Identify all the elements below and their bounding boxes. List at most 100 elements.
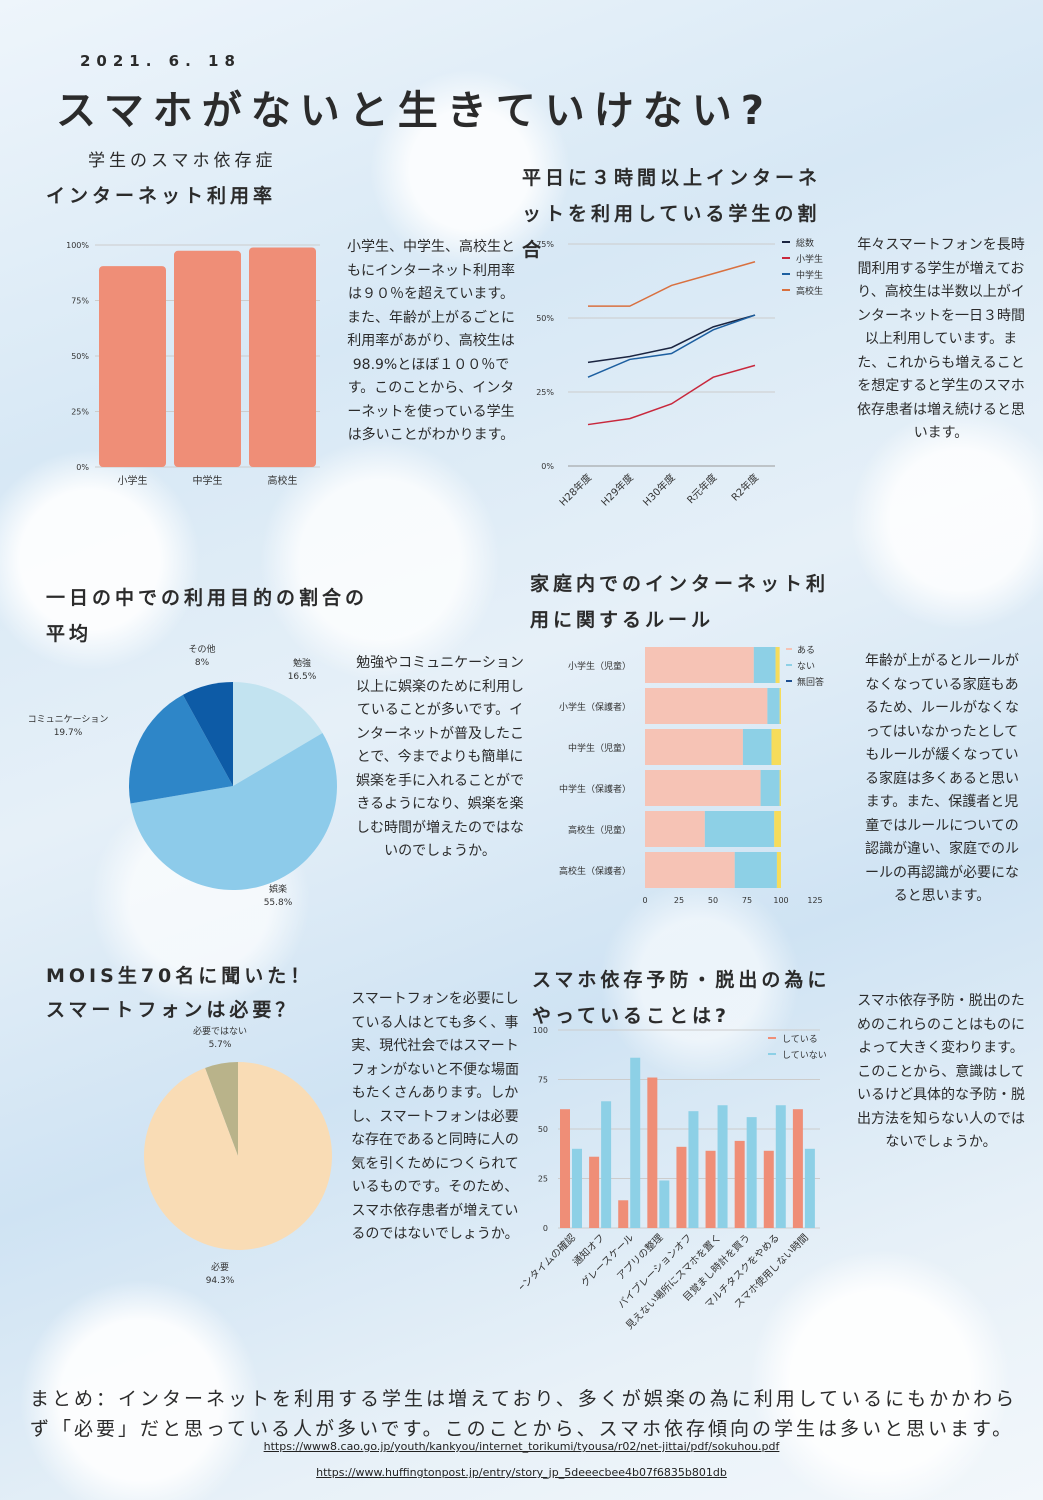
stacked-bar-segment [734, 852, 777, 888]
slice-name-label: 勉強 [293, 657, 311, 669]
stacked-bar-segment [742, 729, 772, 765]
stacked-bar-segment [645, 688, 768, 724]
x-tick-label: 高校生 [268, 474, 298, 487]
slice-name-label: 必要ではない [193, 1025, 247, 1037]
stacked-bar-segment [771, 729, 781, 765]
bar-not-doing [688, 1111, 699, 1228]
legend-label: ある [797, 645, 815, 656]
y-category-label: 小学生（児童） [568, 660, 631, 672]
pie-slice-2 [130, 733, 337, 890]
slice-name-label: コミュニケーション [28, 714, 109, 725]
text-purpose: 勉強やコミュニケーション以上に娯楽のために利用していることが多いです。インターネ… [356, 655, 524, 859]
y-tick-label: 75% [536, 240, 554, 249]
x-tick-label: H30年度 [640, 471, 678, 509]
y-category-label: 中学生（児童） [568, 742, 631, 754]
slice-value-label: 5.7% [209, 1040, 232, 1050]
x-tick-label: 中学生 [193, 474, 223, 487]
x-tick-label: 100 [773, 896, 788, 905]
x-tick-label: H28年度 [556, 471, 594, 509]
stacked-bar-segment [760, 770, 780, 806]
bar-3 [249, 247, 316, 467]
chart-prevention: 0255075100スクリーンタイムの確認通知オフグレースケールアプリの整理バイ… [520, 1026, 827, 1332]
x-tick-label: 小学生 [118, 474, 148, 487]
series-line-2 [587, 364, 756, 426]
text-prevention: スマホ依存予防・脱出のためのこれらのことはものによって大きく変わります。このこと… [857, 993, 1025, 1150]
bar-1 [99, 266, 166, 467]
stacked-bar-segment [774, 811, 781, 847]
legend-label: している [782, 1034, 818, 1045]
chart-home-rules: 小学生（児童） 小学生（保護者） 中学生（児童） 中学生（保護者） 高校生（児童） 高校生… [559, 645, 824, 905]
y-category-label: 高校生（保護者） [559, 865, 631, 877]
y-category-label: 中学生（保護者） [559, 783, 631, 795]
y-tick-label: 25% [536, 388, 554, 397]
stacked-bar-segment [775, 647, 780, 683]
bar-doing [792, 1109, 803, 1228]
slice-value-label: 55.8% [264, 898, 293, 908]
stacked-bar-segment [776, 852, 781, 888]
y-tick-label: 0% [541, 462, 554, 471]
stacked-bar-segment [779, 770, 781, 806]
bar-doing [705, 1150, 716, 1228]
y-tick-label: 100% [66, 241, 89, 250]
pie-slice-3 [129, 694, 233, 804]
y-tick-label: 50 [538, 1125, 548, 1134]
bar-not-doing [804, 1148, 815, 1228]
legend-label: ない [797, 661, 815, 672]
pie-slice-1 [205, 1062, 238, 1156]
source-link-1[interactable]: https://www8.cao.go.jp/youth/kankyou/int… [263, 1440, 780, 1453]
y-tick-label: 0 [543, 1224, 548, 1233]
text-need: スマートフォンを必要にしている人はとても多く、事実、現代社会ではスマートフォンが… [351, 991, 519, 1242]
stacked-bar-segment [704, 811, 775, 847]
x-tick-label: R2年度 [728, 471, 761, 504]
bar-not-doing [746, 1117, 757, 1228]
stacked-bar-segment [645, 852, 735, 888]
y-tick-label: 50% [536, 314, 554, 323]
section-title-mois: MOIS生70名に聞いた！ [46, 965, 314, 987]
chart-three-hours: 0% 25% 50% 75% H28年度 H29年度 H30年度 R元年度 R2年度 総数小学生中… [536, 237, 823, 509]
bar-doing [734, 1140, 745, 1228]
page-title: スマホがないと生きていけない? [56, 88, 774, 134]
source-link-2[interactable]: https://www.huffingtonpost.jp/entry/stor… [316, 1466, 727, 1479]
slice-name-label: 必要 [211, 1261, 229, 1273]
x-tick-label: H29年度 [598, 471, 636, 509]
stacked-bar-segment [767, 688, 780, 724]
bar-not-doing [630, 1057, 641, 1228]
x-tick-label: スクリーンタイムの確認 [520, 1231, 578, 1317]
bar-not-doing [717, 1105, 728, 1228]
legend-label: 中学生 [796, 269, 823, 281]
stacked-bar-segment [779, 688, 781, 724]
y-tick-label: 75 [538, 1076, 548, 1085]
bar-doing [676, 1146, 687, 1228]
x-tick-label: 125 [807, 896, 822, 905]
slice-name-label: その他 [188, 643, 215, 655]
bar-doing [560, 1109, 570, 1228]
pie-slice-2 [144, 1062, 332, 1250]
stacked-bar-segment [645, 647, 754, 683]
y-category-label: 高校生（児童） [568, 824, 631, 836]
summary-text: まとめ：インターネットを利用する学生は増えており、多くが娯楽の為に利用しているに… [30, 1388, 1018, 1440]
series-line-4 [588, 261, 756, 307]
bar-doing [618, 1200, 629, 1228]
y-category-label: 小学生（保護者） [559, 701, 631, 713]
legend-label: 高校生 [796, 285, 823, 297]
pie-slice-1 [233, 682, 323, 786]
section-title-usage-rate: インターネット利用率 [46, 185, 277, 207]
bar-2 [174, 250, 241, 467]
text-usage-rate: 小学生、中学生、高校生ともにインターネット利用率は９０％を超えています。また、年… [347, 239, 515, 443]
bar-doing [589, 1156, 600, 1228]
y-tick-label: 0% [76, 463, 89, 472]
y-tick-label: 75% [71, 297, 89, 306]
slice-value-label: 16.5% [288, 672, 317, 682]
chart-usage-rate: 0% 25% 50% 75% 100% 小学生 中学生 高校生 [66, 241, 320, 487]
y-tick-label: 25% [71, 408, 89, 417]
y-tick-label: 100 [533, 1026, 548, 1035]
section-title-prevention: スマホ依存予防・脱出の為にやっていることは? [532, 969, 831, 1027]
y-tick-label: 50% [71, 352, 89, 361]
text-home-rules: 年齢が上がるとルールがなくなっている家庭もあるため、ルールがなくなってはいなかっ… [865, 653, 1019, 904]
slice-name-label: 娯楽 [269, 883, 287, 895]
legend-label: 総数 [796, 237, 814, 249]
date: 2021. 6. 18 [80, 52, 241, 70]
series-line-3 [587, 314, 756, 378]
text-three-hours: 年々スマートフォンを長時間利用する学生が増えており、高校生は半数以上がインターネ… [857, 237, 1025, 441]
bar-doing [763, 1150, 774, 1228]
